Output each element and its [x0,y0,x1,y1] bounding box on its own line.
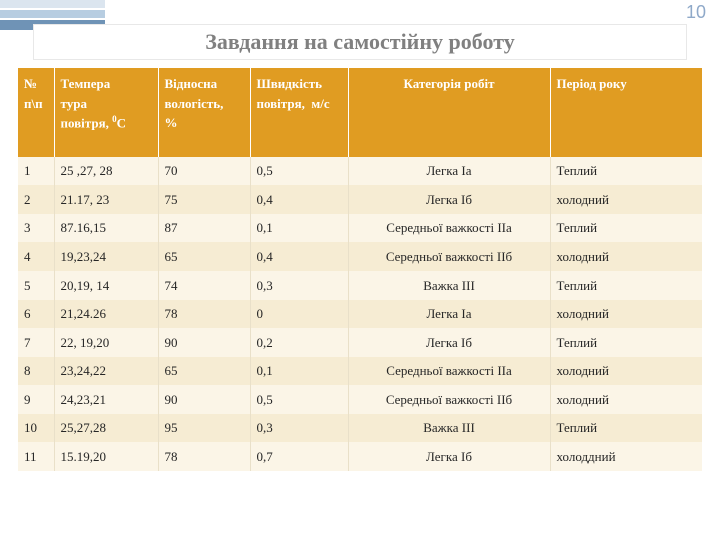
cell-cat: Середньої важкості ІІб [348,385,550,414]
table-row: 722, 19,2090 0,2Легка ІбТеплий [18,328,702,357]
cell-num: 11 [18,442,54,471]
cell-cat: Середньої важкості ІІб [348,242,550,271]
table-row: 221.17, 23750,4Легка Ібхолодний [18,185,702,214]
cell-speed: 0,1 [250,357,348,386]
cell-cat: Легка Іб [348,328,550,357]
cell-period: Теплий [550,271,702,300]
cell-cat: Легка Іб [348,442,550,471]
cell-num: 8 [18,357,54,386]
cell-speed: 0,5 [250,385,348,414]
table-row: 125 ,27, 28700,5Легка ІаТеплий [18,157,702,186]
cell-temp: 87.16,15 [54,214,158,243]
cell-num: 2 [18,185,54,214]
cell-num: 6 [18,300,54,329]
cell-hum: 90 [158,328,250,357]
cell-temp: 15.19,20 [54,442,158,471]
cell-speed: 0,1 [250,214,348,243]
cell-speed: 0,4 [250,242,348,271]
cell-period: холодний [550,300,702,329]
cell-period: холодний [550,185,702,214]
cell-period: Теплий [550,414,702,443]
cell-temp: 25 ,27, 28 [54,157,158,186]
cell-period: холодний [550,385,702,414]
cell-speed: 0,3 [250,271,348,300]
cell-cat: Середньої важкості ІІа [348,357,550,386]
cell-cat: Легка Іа [348,157,550,186]
column-header-speed: Швидкістьповітря, м/с [250,68,348,157]
cell-period: холодний [550,357,702,386]
table-row: 924,23,2190 0,5Середньої важкості ІІбхол… [18,385,702,414]
cell-hum: 75 [158,185,250,214]
cell-hum: 78 [158,442,250,471]
table-row: 387.16,15870,1Середньої важкості ІІаТепл… [18,214,702,243]
cell-num: 10 [18,414,54,443]
cell-num: 5 [18,271,54,300]
table-row: 621,24.2678 0Легка Іахолодний [18,300,702,329]
table-row: 419,23,24650,4Середньої важкості ІІбхоло… [18,242,702,271]
cell-num: 7 [18,328,54,357]
column-header-hum: Відноснавологість,% [158,68,250,157]
cell-cat: Легка Іа [348,300,550,329]
cell-cat: Важка ІІІ [348,271,550,300]
column-header-cat: Категорія робіт [348,68,550,157]
cell-temp: 25,27,28 [54,414,158,443]
cell-num: 1 [18,157,54,186]
cell-temp: 20,19, 14 [54,271,158,300]
cell-speed: 0,3 [250,414,348,443]
cell-temp: 19,23,24 [54,242,158,271]
cell-hum: 65 [158,357,250,386]
assignment-table: №п\пТемператураповітря, 0СВідноснавологі… [18,68,702,471]
cell-num: 4 [18,242,54,271]
cell-hum: 90 [158,385,250,414]
cell-speed: 0,7 [250,442,348,471]
cell-temp: 22, 19,20 [54,328,158,357]
cell-hum: 70 [158,157,250,186]
cell-hum: 87 [158,214,250,243]
column-header-period: Період року [550,68,702,157]
table-row: 520,19, 14740,3Важка ІІІТеплий [18,271,702,300]
cell-speed: 0,5 [250,157,348,186]
cell-hum: 65 [158,242,250,271]
cell-speed: 0,4 [250,185,348,214]
cell-period: Теплий [550,214,702,243]
table-row: 823,24,2265 0,1Середньої важкості ІІахол… [18,357,702,386]
cell-speed: 0,2 [250,328,348,357]
cell-cat: Важка ІІІ [348,414,550,443]
page-number: 10 [686,2,706,23]
cell-hum: 78 [158,300,250,329]
cell-num: 3 [18,214,54,243]
cell-cat: Середньої важкості ІІа [348,214,550,243]
column-header-num: №п\п [18,68,54,157]
cell-period: холоддний [550,442,702,471]
table-row: 1025,27,2895 0,3Важка ІІІТеплий [18,414,702,443]
cell-cat: Легка Іб [348,185,550,214]
cell-speed: 0 [250,300,348,329]
cell-temp: 21.17, 23 [54,185,158,214]
cell-hum: 74 [158,271,250,300]
cell-temp: 23,24,22 [54,357,158,386]
cell-hum: 95 [158,414,250,443]
table-row: 11 15.19,2078 0,7Легка Ібхолоддний [18,442,702,471]
cell-temp: 24,23,21 [54,385,158,414]
cell-period: холодний [550,242,702,271]
cell-period: Теплий [550,157,702,186]
cell-num: 9 [18,385,54,414]
cell-temp: 21,24.26 [54,300,158,329]
cell-period: Теплий [550,328,702,357]
title-band: Завдання на самостійну роботу [34,25,686,59]
page-title: Завдання на самостійну роботу [205,29,514,55]
column-header-temp: Температураповітря, 0С [54,68,158,157]
